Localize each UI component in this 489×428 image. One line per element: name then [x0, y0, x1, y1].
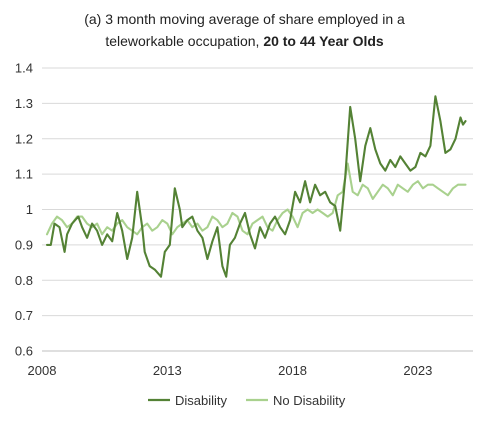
y-tick-label: 1.2: [15, 131, 33, 146]
chart-title-line2-prefix: teleworkable occupation,: [105, 33, 264, 49]
series-line-no-disability: [45, 162, 467, 236]
x-tick-label: 2013: [153, 363, 182, 378]
y-tick-label: 0.6: [15, 344, 33, 359]
y-tick-label: 0.7: [15, 308, 33, 323]
x-tick-label: 2023: [403, 363, 432, 378]
y-tick-label: 0.8: [15, 273, 33, 288]
x-tick-label: 2018: [278, 363, 307, 378]
series-line-disability: [45, 95, 467, 278]
y-tick-label: 1: [26, 202, 33, 217]
legend-label-disability: Disability: [175, 393, 228, 408]
legend-label-no-disability: No Disability: [273, 393, 346, 408]
chart-title-line2: teleworkable occupation, 20 to 44 Year O…: [0, 33, 489, 49]
y-tick-label: 0.9: [15, 237, 33, 252]
chart-title-line1: (a) 3 month moving average of share empl…: [84, 11, 405, 27]
y-tick-label: 1.3: [15, 96, 33, 111]
x-tick-label: 2008: [28, 363, 57, 378]
y-tick-label: 1.1: [15, 167, 33, 182]
y-tick-label: 1.4: [15, 61, 33, 76]
chart-title-line2-bold: 20 to 44 Year Olds: [263, 33, 384, 49]
